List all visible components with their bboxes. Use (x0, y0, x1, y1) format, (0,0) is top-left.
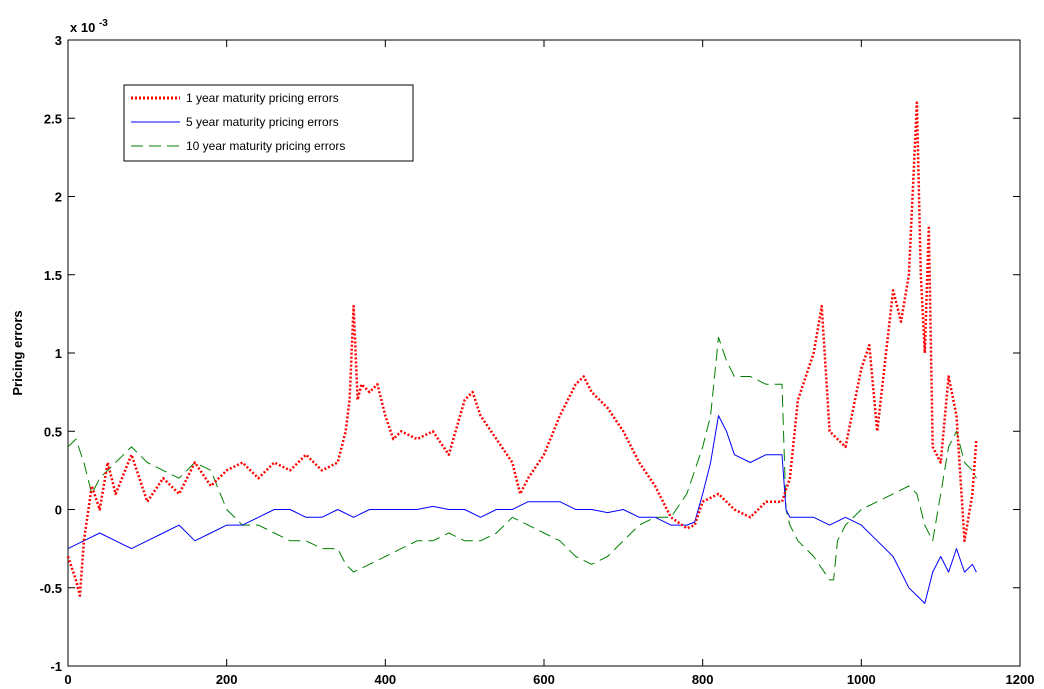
legend-label-1-year: 1 year maturity pricing errors (186, 91, 339, 105)
legend-label-10-year: 10 year maturity pricing errors (186, 139, 345, 153)
x-tick-label: 600 (533, 672, 555, 687)
series-group (66, 101, 978, 604)
series-line-5-year-maturity-pricing-errors (67, 415, 977, 604)
x-tick-label: 800 (692, 672, 714, 687)
x-tick-label: 1000 (847, 672, 876, 687)
y-multiplier: x 10 -3 (70, 18, 108, 35)
y-tick-label: 0.5 (44, 424, 62, 439)
y-tick-label: 2 (55, 190, 62, 205)
y-axis-label: Pricing errors (10, 310, 25, 395)
legend: 1 year maturity pricing errors 5 year ma… (123, 84, 414, 162)
y-tick-label: 3 (55, 33, 62, 48)
x-tick-label: 200 (216, 672, 238, 687)
y-tick-label: 1.5 (44, 268, 62, 283)
y-axis-ticks: -1 -0.5 0 0.5 1 1.5 2 2.5 3 (40, 33, 1020, 674)
y-tick-label: -1 (50, 659, 62, 674)
y-tick-label: 0 (55, 503, 62, 518)
series-line-1-year-maturity-pricing-errors (66, 101, 978, 597)
x-tick-label: 1200 (1006, 672, 1035, 687)
x-axis-ticks: 0 200 400 600 800 1000 1200 (64, 40, 1034, 687)
y-tick-label: -0.5 (40, 581, 62, 596)
legend-label-5-year: 5 year maturity pricing errors (186, 115, 339, 129)
y-multiplier-base: x 10 (70, 20, 95, 35)
y-tick-label: 2.5 (44, 111, 62, 126)
x-tick-label: 400 (374, 672, 396, 687)
y-multiplier-exponent: -3 (99, 18, 108, 29)
series-line-10-year-maturity-pricing-errors (67, 336, 977, 581)
x-tick-label: 0 (64, 672, 71, 687)
y-tick-label: 1 (55, 346, 62, 361)
